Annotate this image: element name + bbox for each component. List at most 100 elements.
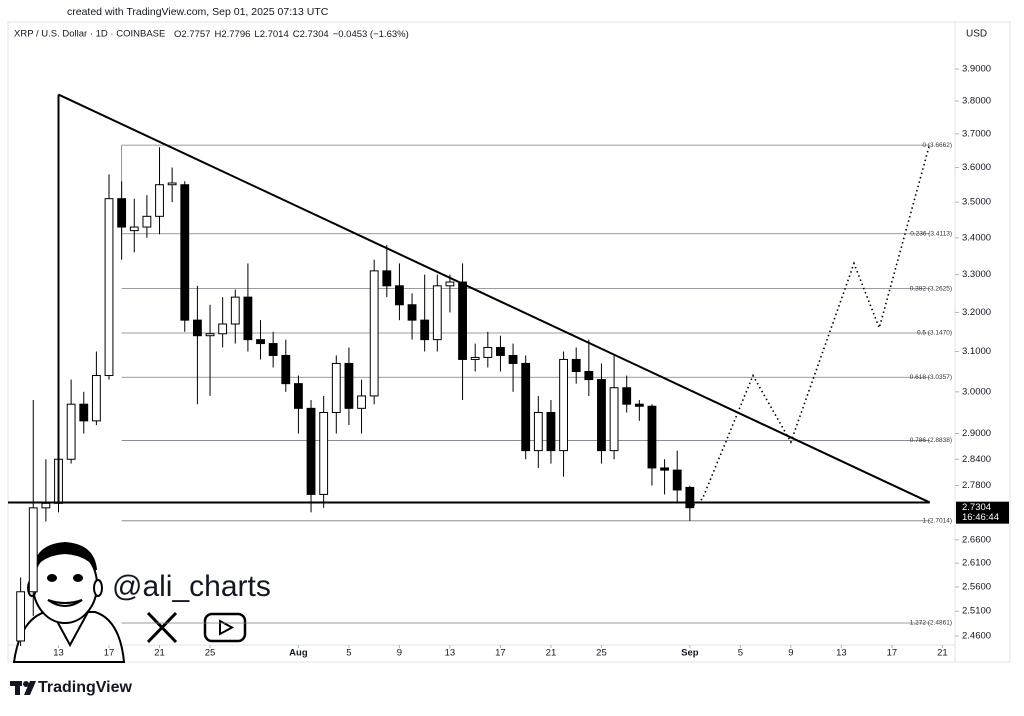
x-icon [146, 611, 178, 644]
x-tick-label: 25 [596, 648, 607, 659]
x-tick-label: 13 [445, 648, 456, 659]
x-tick-label: Aug [289, 648, 308, 659]
y-tick-label: 3.2000 [962, 307, 991, 318]
candle-body [521, 362, 531, 452]
ohlc-values: O2.7757 H2.7796 L2.7014 C2.7304 −0.0453 (−1.… [174, 29, 409, 40]
y-tick-label: 2.5100 [962, 606, 991, 617]
candle-body [192, 319, 202, 337]
ohlc-value: 2.7757 [181, 29, 210, 40]
y-tick-label: 3.5000 [962, 197, 991, 208]
candle-body [16, 591, 26, 642]
y-tick-label: 3.3000 [962, 269, 991, 280]
x-tick-label: 5 [346, 648, 351, 659]
ohlc-letter: H [214, 29, 221, 40]
candle-body [395, 285, 404, 306]
candle-body [357, 395, 366, 409]
y-tick-label: 2.6100 [962, 558, 991, 569]
candle-body [319, 411, 329, 495]
y-tick-label: 2.7800 [962, 480, 991, 491]
ohlc-legend: O2.7757 H2.7796 L2.7014 C2.7304 −0.0453 (−1.… [174, 29, 409, 40]
x-tick-label: 17 [887, 648, 898, 659]
candle-body [597, 379, 606, 452]
candle-body [609, 387, 619, 452]
youtube-icon [203, 612, 247, 643]
candle-body [104, 198, 114, 377]
y-tick-label: 3.1000 [962, 346, 991, 357]
projection-path [689, 143, 931, 509]
candle-body [66, 403, 76, 460]
symbol: XRP / U.S. Dollar · 1D · COINBASE [14, 29, 165, 40]
candle-body [584, 370, 594, 381]
fib-label: 0.618 (3.0357) [910, 374, 952, 381]
candle-body [432, 285, 442, 341]
y-tick-label: 2.8400 [962, 454, 991, 465]
x-tick-label: 17 [104, 648, 115, 659]
candle-body [634, 403, 644, 407]
x-tick-label: 25 [205, 648, 216, 659]
candle-body [344, 362, 354, 409]
candle-body [230, 296, 240, 325]
handle: @ali_charts [112, 570, 271, 603]
y-tick-label: 2.4600 [962, 630, 991, 641]
candle-body [571, 358, 581, 372]
candle-body [685, 486, 695, 509]
ohlc-value: 2.7304 [300, 29, 329, 40]
y-tick-label: 3.9000 [962, 64, 991, 75]
fib-label: 0.5 (3.1470) [917, 330, 952, 337]
candle-body [622, 387, 632, 405]
change: −0.0453 (−1.63%) [333, 29, 409, 40]
y-tick-label: 2.5600 [962, 581, 991, 592]
tradingview-logo-icon [10, 681, 36, 695]
candle-body [218, 323, 228, 335]
candle-body [243, 296, 253, 341]
y-tick-label: 2.6600 [962, 534, 991, 545]
candle-body [382, 270, 392, 287]
candle-body [117, 198, 127, 228]
y-tick-label: 3.7000 [962, 128, 991, 139]
candle-body [155, 184, 164, 217]
x-tick-label: 21 [937, 648, 948, 659]
fib-label: 0.382 (3.2625) [910, 285, 952, 292]
ohlc-letter: C [293, 29, 300, 40]
candle-body [559, 358, 568, 452]
candle-body [79, 403, 89, 422]
candle-body [369, 270, 379, 397]
candle-body [293, 383, 303, 409]
y-tick-label: 3.0000 [962, 386, 991, 397]
trendline [58, 93, 931, 504]
candle-body [205, 333, 215, 337]
candle-body [268, 343, 278, 356]
x-tick-label: 21 [154, 648, 165, 659]
candle-body [129, 226, 139, 232]
candle-body [167, 182, 177, 186]
tradingview-logo: TradingView [38, 679, 133, 696]
x-tick-label: 21 [546, 648, 557, 659]
candle-body [546, 411, 556, 452]
candle-body [508, 354, 518, 364]
candle-body [672, 469, 682, 491]
x-tick-label: 5 [738, 648, 743, 659]
candle-body [306, 407, 316, 495]
candle-body [647, 405, 657, 469]
fib-label: 1 (2.7014) [922, 518, 952, 525]
last-price: 2.7304 [962, 502, 991, 513]
y-tick-label: 3.8000 [962, 96, 991, 107]
x-tick-label: 13 [53, 648, 64, 659]
candle-body [256, 339, 265, 345]
candle-body [470, 356, 480, 360]
x-tick-label: 17 [495, 648, 506, 659]
fib-label: 0 (3.6662) [922, 142, 952, 149]
frame [7, 21, 1011, 663]
last-price-box [956, 501, 1009, 524]
candle-body [91, 375, 101, 422]
candle-body [180, 184, 190, 321]
candle-body [281, 354, 291, 385]
x-tick-label: 13 [836, 648, 847, 659]
ohlc-value: 2.7014 [260, 29, 289, 40]
ohlc-letter: L [254, 29, 259, 40]
candle-body [660, 467, 670, 471]
candle-body [407, 304, 417, 321]
candle-body [483, 347, 493, 358]
